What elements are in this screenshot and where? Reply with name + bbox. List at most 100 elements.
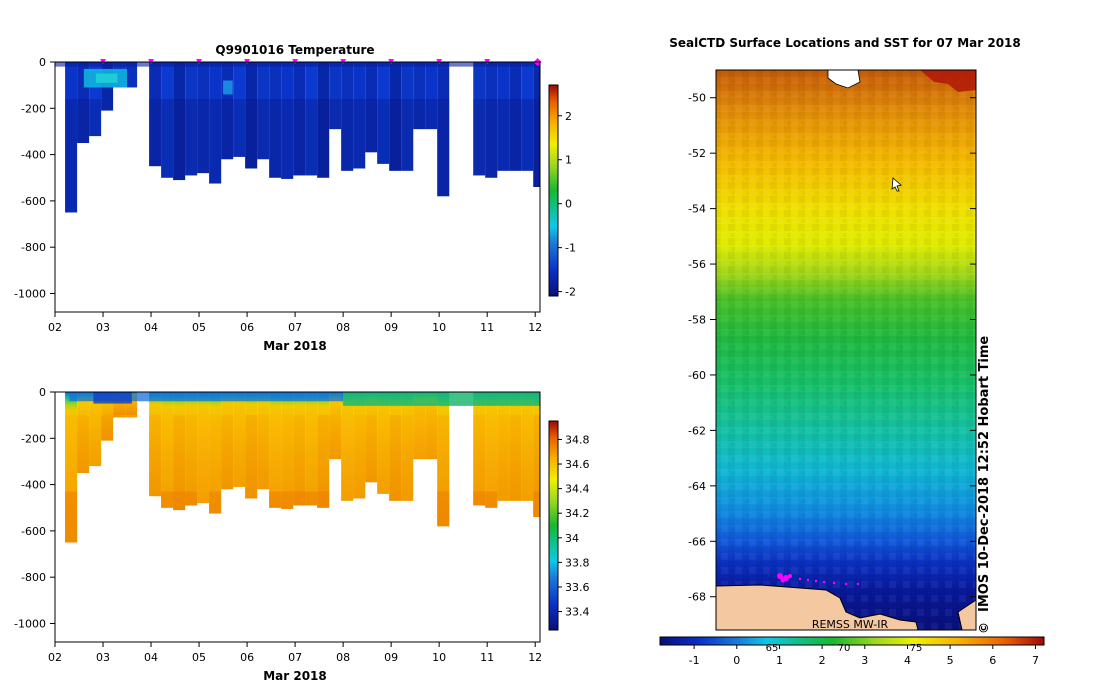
- x-tick-label: 02: [48, 651, 62, 664]
- salinity-column: [245, 392, 258, 499]
- colorbar-tick-label: -1: [565, 242, 576, 255]
- colorbar-tick-label: 34.4: [565, 483, 590, 496]
- temperature-column: [485, 62, 498, 178]
- y-tick-label: -600: [21, 525, 46, 538]
- salinity-column: [281, 392, 294, 509]
- map-y-tick-label: -62: [688, 424, 706, 437]
- deep-salinity-shade: [209, 491, 222, 514]
- deep-water-shade: [497, 99, 510, 171]
- temperature-column: [209, 62, 222, 184]
- map-y-tick-label: -58: [688, 314, 706, 327]
- salinity-colorbar-ticks: 34.8 34.6 34.4 34.2 34 33.8 33.6 33.4: [558, 433, 590, 619]
- deep-salinity-shade: [269, 491, 282, 508]
- deep-salinity-shade: [281, 491, 294, 509]
- salinity-shade: [317, 415, 330, 508]
- salinity-column: [185, 392, 198, 506]
- salinity-shade: [353, 415, 366, 499]
- y-tick-label: -200: [21, 102, 46, 115]
- temperature-section-plot: Q9901016 Temperature 0 -200 -400 -600 -800 -1…: [14, 43, 576, 353]
- temperature-column: [353, 62, 366, 169]
- salinity-column: [497, 392, 510, 501]
- deep-water-shade: [209, 99, 222, 184]
- salinity-shade: [533, 415, 540, 517]
- salinity-column: [485, 392, 498, 508]
- salinity-column: [209, 392, 222, 514]
- temperature-x-label: Mar 2018: [263, 339, 327, 353]
- salinity-column: [413, 392, 426, 460]
- salinity-column: [425, 392, 438, 460]
- imos-credit: IMOS 10-Dec-2018 12:52 Hobart Time: [977, 336, 992, 612]
- deep-water-shade: [281, 99, 294, 179]
- deep-water-shade: [89, 99, 102, 137]
- deep-water-shade: [245, 99, 258, 169]
- map-y-tick-label: -60: [688, 369, 706, 382]
- colorbar-tick-label: 2: [565, 110, 572, 123]
- salinity-shade: [161, 415, 174, 508]
- surface-layer: [55, 62, 540, 67]
- colorbar-tick-label: 34.2: [565, 507, 590, 520]
- deep-water-shade: [257, 99, 270, 160]
- location-point: [806, 578, 810, 582]
- deep-water-shade: [185, 99, 198, 176]
- salinity-shade: [89, 415, 102, 467]
- temperature-column: [185, 62, 198, 176]
- salinity-column: [521, 392, 534, 501]
- salinity-shade: [209, 415, 222, 514]
- x-tick-label: 07: [288, 651, 302, 664]
- salinity-column: [293, 392, 306, 506]
- temperature-column: [437, 62, 450, 197]
- map-y-tick-label: -50: [688, 92, 706, 105]
- temperature-x-axis: 02 03 04 05 06 07 08 09 10 11 12: [48, 312, 542, 334]
- salinity-shade: [413, 415, 426, 460]
- temperature-columns: [55, 62, 540, 312]
- salinity-shade: [401, 415, 414, 501]
- salinity-shade: [293, 415, 306, 506]
- map-y-tick-label: -66: [688, 535, 706, 548]
- salinity-section-plot: 0 -200 -400 -600 -800 -1000 02 03 04 05 06 07 08 09 1…: [14, 386, 589, 683]
- salinity-shade: [77, 415, 90, 474]
- sst-colorbar-tick-label: 5: [947, 654, 954, 667]
- salinity-shade: [329, 415, 342, 460]
- deep-water-shade: [413, 99, 426, 130]
- salinity-column: [269, 392, 282, 508]
- map-y-tick-label: -54: [688, 203, 706, 216]
- sst-colorbar-tick-label: 7: [1032, 654, 1039, 667]
- x-tick-label: 06: [240, 321, 254, 334]
- x-tick-label: 02: [48, 321, 62, 334]
- temperature-column: [317, 62, 330, 178]
- y-tick-label: -800: [21, 571, 46, 584]
- salinity-columns: [55, 392, 540, 642]
- map-y-tick-label: -52: [688, 147, 706, 160]
- deep-water-shade: [149, 99, 162, 167]
- y-tick-label: -400: [21, 149, 46, 162]
- salinity-column: [257, 392, 270, 490]
- location-point: [777, 573, 783, 579]
- salinity-shade: [497, 415, 510, 501]
- fresh-surface-strip: [93, 392, 132, 404]
- source-label: REMSS MW-IR: [812, 618, 889, 631]
- temperature-colorbar-ticks: 2 1 0 -1 -2: [558, 110, 576, 299]
- temperature-column: [245, 62, 258, 169]
- salinity-shade: [149, 415, 162, 497]
- salinity-column: [473, 392, 486, 506]
- deep-water-shade: [401, 99, 414, 171]
- temperature-column: [161, 62, 174, 178]
- temperature-column: [377, 62, 390, 164]
- salinity-x-label: Mar 2018: [263, 669, 327, 683]
- deep-water-shade: [65, 99, 78, 213]
- x-tick-label: 11: [480, 321, 494, 334]
- y-tick-label: 0: [39, 386, 46, 399]
- salinity-column: [197, 392, 210, 504]
- x-tick-label: 03: [96, 321, 110, 334]
- map-y-tick-label: -56: [688, 258, 706, 271]
- salinity-column: [509, 392, 522, 501]
- location-point: [788, 574, 792, 578]
- colorbar-tick-label: 34: [565, 532, 579, 545]
- sst-colorbar-tick-label: 1: [776, 654, 783, 667]
- sst-colorbar-tick-label: 4: [904, 654, 911, 667]
- temperature-column: [533, 62, 540, 187]
- warm-patch: [920, 70, 976, 92]
- x-tick-label: 06: [240, 651, 254, 664]
- salinity-column: [377, 392, 390, 494]
